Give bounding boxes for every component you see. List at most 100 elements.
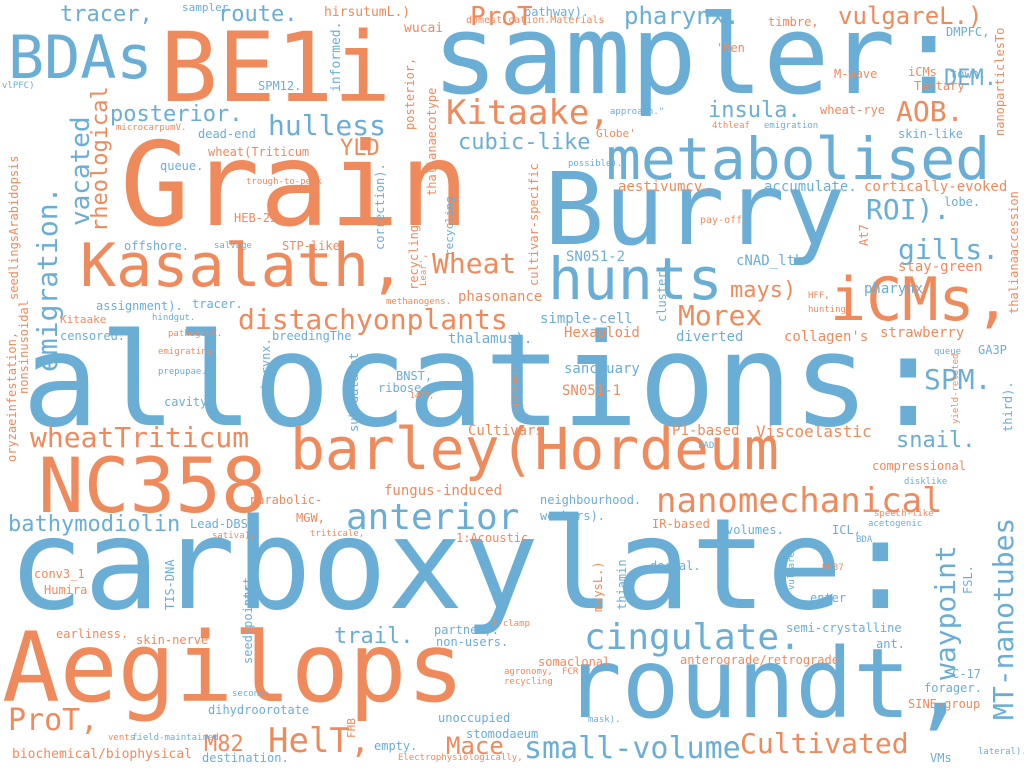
- word: prepupae.: [158, 367, 207, 377]
- word: C-17: [952, 667, 981, 681]
- word: wucai: [404, 21, 444, 36]
- word: Electrophysiologically,: [398, 753, 523, 763]
- word: thalianaecotype: [425, 87, 439, 196]
- word: Cultivars: [468, 423, 544, 439]
- word: cavity.: [164, 395, 215, 409]
- word: parabolic-: [250, 493, 323, 507]
- word: DEM.: [944, 66, 997, 91]
- word: field-maintained: [132, 733, 219, 743]
- word: HEB-25: [234, 211, 278, 225]
- word: pathway).: [524, 5, 590, 19]
- word: speech-like: [874, 509, 934, 519]
- word: hulless: [268, 109, 387, 142]
- word: BDAs: [8, 23, 153, 93]
- word: Tartary: [914, 79, 965, 93]
- word: compressional: [872, 459, 966, 473]
- word: cNAD_ltb: [736, 253, 804, 269]
- word: informed.: [329, 21, 344, 92]
- word: roundt,: [564, 628, 969, 740]
- word: partner).: [434, 623, 500, 637]
- word: iCMs: [908, 65, 937, 79]
- word: non-users.: [436, 635, 509, 649]
- word: mays): [730, 278, 797, 303]
- word: 1428,: [410, 391, 435, 400]
- word: rheological: [88, 86, 113, 232]
- word: skin-nerve: [136, 633, 209, 647]
- word: cultivar-specific: [527, 163, 541, 286]
- word: carboxylate:: [8, 491, 919, 638]
- word: hindgut.: [152, 313, 196, 323]
- word: cluster.: [655, 264, 669, 322]
- word: SN051-2: [566, 249, 626, 265]
- word: neighbourhood.: [540, 493, 642, 507]
- word: BNST,: [396, 369, 433, 383]
- word: workers).: [540, 509, 606, 523]
- word: wheat-rye: [820, 103, 886, 117]
- word: trough-to-peak: [246, 177, 322, 187]
- word: forager.: [924, 681, 982, 695]
- word: accumulate.: [764, 179, 857, 195]
- word: Kitaake,: [446, 93, 610, 133]
- word: sativa),: [212, 531, 256, 541]
- word: dead-end: [198, 127, 256, 141]
- word: VMs: [930, 751, 952, 765]
- word: thiamin: [615, 559, 629, 610]
- word: Lead-DBS.: [190, 517, 256, 531]
- word: KU37: [822, 563, 844, 573]
- word: HelT,: [268, 721, 371, 761]
- word: yield-related: [951, 353, 961, 424]
- word: dihydroorotate: [208, 703, 310, 717]
- word: nanoparticlesTo: [993, 27, 1007, 136]
- word: P1-based: [672, 423, 740, 439]
- word: pharynx: [864, 281, 924, 297]
- word: disklike: [904, 477, 948, 487]
- word: I-clamp: [492, 619, 530, 629]
- word: bathymodiolin: [8, 512, 181, 537]
- word: Kitaake: [60, 313, 107, 326]
- word: 'Ben: [716, 41, 745, 55]
- word: STP-like: [282, 239, 340, 253]
- word: Kasalath,: [80, 231, 406, 301]
- word: SPM12.: [258, 79, 302, 93]
- word: seedlingsArabidopsis: [7, 155, 21, 301]
- word: vents.: [108, 733, 141, 743]
- word: timbre,: [768, 15, 819, 29]
- word: metabolised: [606, 125, 991, 193]
- word: thalianaaccession: [1007, 191, 1021, 314]
- word: HFF,: [808, 291, 830, 301]
- word: volumes.: [726, 523, 784, 537]
- word: Burry: [544, 151, 846, 268]
- word: mask).: [588, 715, 621, 725]
- word: Wheat: [432, 247, 517, 280]
- word: BE1i: [160, 12, 392, 124]
- word: simple-cell: [540, 311, 633, 327]
- word: DMPFC,: [946, 25, 990, 39]
- word: tracer.: [192, 297, 243, 311]
- word: cingulate.: [584, 617, 801, 658]
- word: vulgare),: [787, 541, 797, 590]
- word: sub-dataset: [347, 352, 361, 432]
- word: ICL,: [832, 523, 861, 537]
- word: ribose.: [378, 381, 429, 395]
- word: aestivumcv.: [618, 179, 711, 195]
- word: possible).: [568, 159, 623, 169]
- word: methanogens.: [386, 297, 452, 307]
- word: stay-green: [898, 259, 983, 275]
- word: queue: [934, 347, 962, 357]
- word: ProT,: [8, 703, 99, 738]
- word: tracer,: [60, 2, 153, 27]
- word: 4thleaf: [712, 121, 750, 131]
- word: pharynx.: [259, 338, 273, 396]
- word: hirsutumL.): [324, 5, 411, 20]
- word: route.: [218, 2, 298, 27]
- word: GA3P: [978, 343, 1007, 357]
- word: emigration: [764, 121, 819, 131]
- word: Globe': [596, 127, 636, 140]
- word: ProT: [470, 2, 533, 32]
- word: emigrating: [158, 347, 213, 357]
- word: town.: [950, 67, 987, 81]
- word: salvage: [214, 241, 252, 251]
- word: FAD.: [698, 441, 720, 451]
- word: lateral).: [978, 747, 1024, 757]
